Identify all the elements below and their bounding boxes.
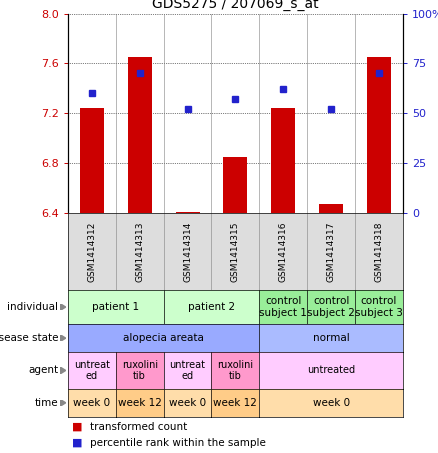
Text: ■: ■ [72, 422, 83, 432]
Bar [271, 108, 295, 213]
Polygon shape [60, 367, 66, 374]
Title: GDS5275 / 207069_s_at: GDS5275 / 207069_s_at [152, 0, 319, 11]
Text: control
subject 3: control subject 3 [355, 296, 403, 318]
Bar [80, 108, 104, 213]
Text: week 0: week 0 [169, 398, 206, 408]
Bar [128, 57, 152, 213]
Text: week 12: week 12 [118, 398, 162, 408]
Text: agent: agent [28, 366, 58, 376]
Text: GSM1414318: GSM1414318 [374, 221, 384, 282]
Text: transformed count: transformed count [90, 422, 187, 432]
Text: GSM1414313: GSM1414313 [135, 221, 144, 282]
Text: GSM1414317: GSM1414317 [327, 221, 336, 282]
Text: patient 1: patient 1 [92, 302, 139, 312]
Text: time: time [35, 398, 58, 408]
Text: normal: normal [313, 333, 350, 343]
Text: control
subject 1: control subject 1 [259, 296, 307, 318]
Text: individual: individual [7, 302, 58, 312]
Text: GSM1414315: GSM1414315 [231, 221, 240, 282]
Text: patient 2: patient 2 [188, 302, 235, 312]
Text: untreat
ed: untreat ed [74, 360, 110, 381]
Text: GSM1414312: GSM1414312 [87, 221, 96, 282]
Polygon shape [60, 335, 66, 342]
Text: ■: ■ [72, 438, 83, 448]
Text: untreated: untreated [307, 366, 355, 376]
Text: alopecia areata: alopecia areata [123, 333, 204, 343]
Text: disease state: disease state [0, 333, 58, 343]
Polygon shape [60, 400, 66, 406]
Text: GSM1414316: GSM1414316 [279, 221, 288, 282]
Text: week 12: week 12 [213, 398, 258, 408]
Bar [223, 157, 247, 213]
Bar [176, 212, 200, 213]
Text: control
subject 2: control subject 2 [307, 296, 355, 318]
Polygon shape [60, 304, 66, 310]
Text: percentile rank within the sample: percentile rank within the sample [90, 438, 266, 448]
Bar [367, 57, 391, 213]
Text: week 0: week 0 [73, 398, 110, 408]
Text: ruxolini
tib: ruxolini tib [217, 360, 254, 381]
Text: ruxolini
tib: ruxolini tib [122, 360, 158, 381]
Text: week 0: week 0 [313, 398, 350, 408]
Bar [319, 204, 343, 213]
Text: untreat
ed: untreat ed [170, 360, 205, 381]
Text: GSM1414314: GSM1414314 [183, 221, 192, 282]
